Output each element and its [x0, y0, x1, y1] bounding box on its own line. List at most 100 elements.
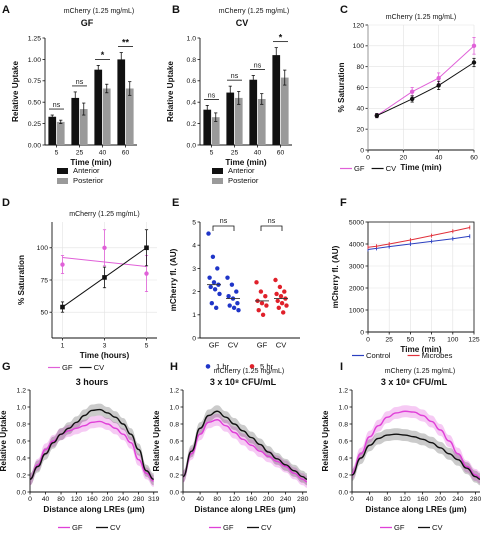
legend-label: CV	[110, 523, 121, 532]
y-tick-label: 0.2	[170, 472, 180, 479]
legend-label: GF	[354, 164, 365, 173]
y-tick-label: 2000	[349, 285, 364, 292]
chart-subtitle: 3 hours	[76, 377, 109, 387]
y-tick-label: 40	[356, 106, 364, 113]
series-line-cv	[182, 410, 308, 480]
y-tick-label: 100	[353, 43, 365, 50]
y-tick-label: 0.50	[28, 100, 41, 107]
data-point	[259, 301, 265, 306]
y-tick-label: 5000	[349, 219, 364, 226]
y-tick-label: 80	[356, 64, 364, 71]
y-tick-label: 0.25	[28, 121, 41, 128]
x-axis-label: Distance along LREs (µm)	[194, 505, 295, 514]
legend-swatch-anterior	[212, 168, 223, 174]
data-point	[211, 280, 217, 285]
significance-bracket	[260, 225, 283, 231]
y-axis-label: % Saturation	[337, 62, 346, 112]
data-point	[374, 113, 380, 118]
data-point	[144, 271, 149, 276]
data-point	[471, 43, 477, 49]
x-tick-label: 25	[231, 150, 239, 157]
legend-label: GF	[72, 523, 83, 532]
bar-posterior	[56, 121, 65, 145]
error-band-gf	[30, 415, 154, 487]
bar-posterior	[79, 109, 88, 145]
panel-D: mCherry (1.25 mg/mL) 50 75 100 1 3 5 % Saturati…	[17, 211, 157, 372]
chart-subtitle: CV	[236, 18, 249, 28]
x-axis-label: Time (min)	[70, 158, 112, 167]
plot-frame	[367, 221, 475, 333]
panel-label-C: C	[340, 4, 348, 16]
bar-anterior	[48, 116, 57, 145]
y-axis-label: Relative Uptake	[321, 410, 330, 471]
x-tick-label: 200	[102, 496, 114, 503]
data-point	[236, 307, 241, 313]
y-tick-label: 3	[192, 266, 196, 273]
y-tick-label: 1.0	[17, 404, 27, 411]
y-tick-label: 3000	[349, 263, 364, 270]
legend-label: Microbes	[422, 351, 453, 360]
x-tick-label: 0	[350, 496, 354, 503]
data-point	[234, 289, 239, 294]
y-tick-label: 0.6	[17, 438, 27, 445]
legend-label: GF	[394, 523, 405, 532]
x-tick-label: 120	[399, 496, 411, 503]
y-axis-label: % Saturation	[17, 255, 26, 305]
y-tick-label: 1.2	[339, 387, 349, 394]
data-point	[144, 245, 149, 251]
data-point	[409, 89, 415, 94]
x-tick-label: 60	[470, 155, 478, 162]
y-tick-label: 0.00	[28, 142, 41, 149]
data-point	[207, 275, 212, 280]
x-tick-label: 80	[384, 496, 392, 503]
series-line-gf	[182, 419, 308, 483]
chart-title: mCherry (1.25 mg/mL)	[69, 211, 139, 218]
panel-label-D: D	[2, 197, 10, 209]
panel-label-F: F	[340, 197, 347, 209]
data-point	[225, 275, 230, 280]
y-tick-label: 0.0	[17, 489, 27, 496]
data-point	[273, 277, 278, 283]
y-tick-label: 1.25	[28, 35, 41, 42]
data-point	[215, 266, 220, 271]
x-tick-label: 60	[277, 150, 285, 157]
x-tick-label: 40	[366, 496, 374, 503]
x-axis-label: Time (min)	[400, 163, 442, 172]
data-point	[282, 289, 287, 294]
y-tick-label: 0.0	[187, 142, 197, 149]
y-tick-label: 0.4	[170, 455, 180, 462]
data-point	[260, 312, 266, 317]
y-tick-label: 0.2	[17, 472, 27, 479]
x-tick-label: 5	[210, 150, 214, 157]
x-tick-label: 40	[99, 150, 107, 157]
data-point	[256, 307, 261, 313]
data-point	[231, 305, 237, 311]
data-point	[209, 301, 214, 306]
legend-label: Posterior	[228, 176, 259, 185]
significance-label: ns	[231, 73, 239, 80]
data-point	[235, 301, 240, 306]
y-tick-label: 4000	[349, 241, 364, 248]
y-tick-label: 0.0	[170, 489, 180, 496]
data-point	[281, 310, 286, 315]
data-point	[226, 294, 231, 299]
series-line-gf	[376, 45, 475, 117]
chart-title: mCherry (1.25 mg/mL)	[386, 14, 456, 21]
y-tick-label: 5	[192, 219, 196, 226]
legend-label: CV	[386, 164, 397, 173]
legend-label: CV	[261, 523, 272, 532]
legend-label: CV	[432, 523, 443, 532]
chart-subtitle: GF	[81, 18, 94, 28]
x-tick-label: 120	[229, 496, 241, 503]
y-axis-label: Relative Uptake	[152, 410, 161, 471]
panel-label-A: A	[2, 4, 10, 16]
bar-anterior	[117, 59, 126, 145]
y-tick-label: 4	[192, 243, 196, 250]
panel-F: 0 1000 2000 3000 4000 5000 0 25 50 75 100 125 mCherr…	[331, 219, 480, 360]
y-axis-label: Relative Uptake	[0, 410, 8, 471]
x-tick-label: CV	[228, 341, 239, 350]
x-tick-label: 200	[435, 496, 447, 503]
bar-anterior	[249, 79, 258, 145]
panel-H: mCherry (1.25 mg/mL) 3 x 10⁸ CFU/mL 0.0 0.2…	[152, 368, 309, 532]
y-tick-label: 120	[353, 22, 365, 29]
